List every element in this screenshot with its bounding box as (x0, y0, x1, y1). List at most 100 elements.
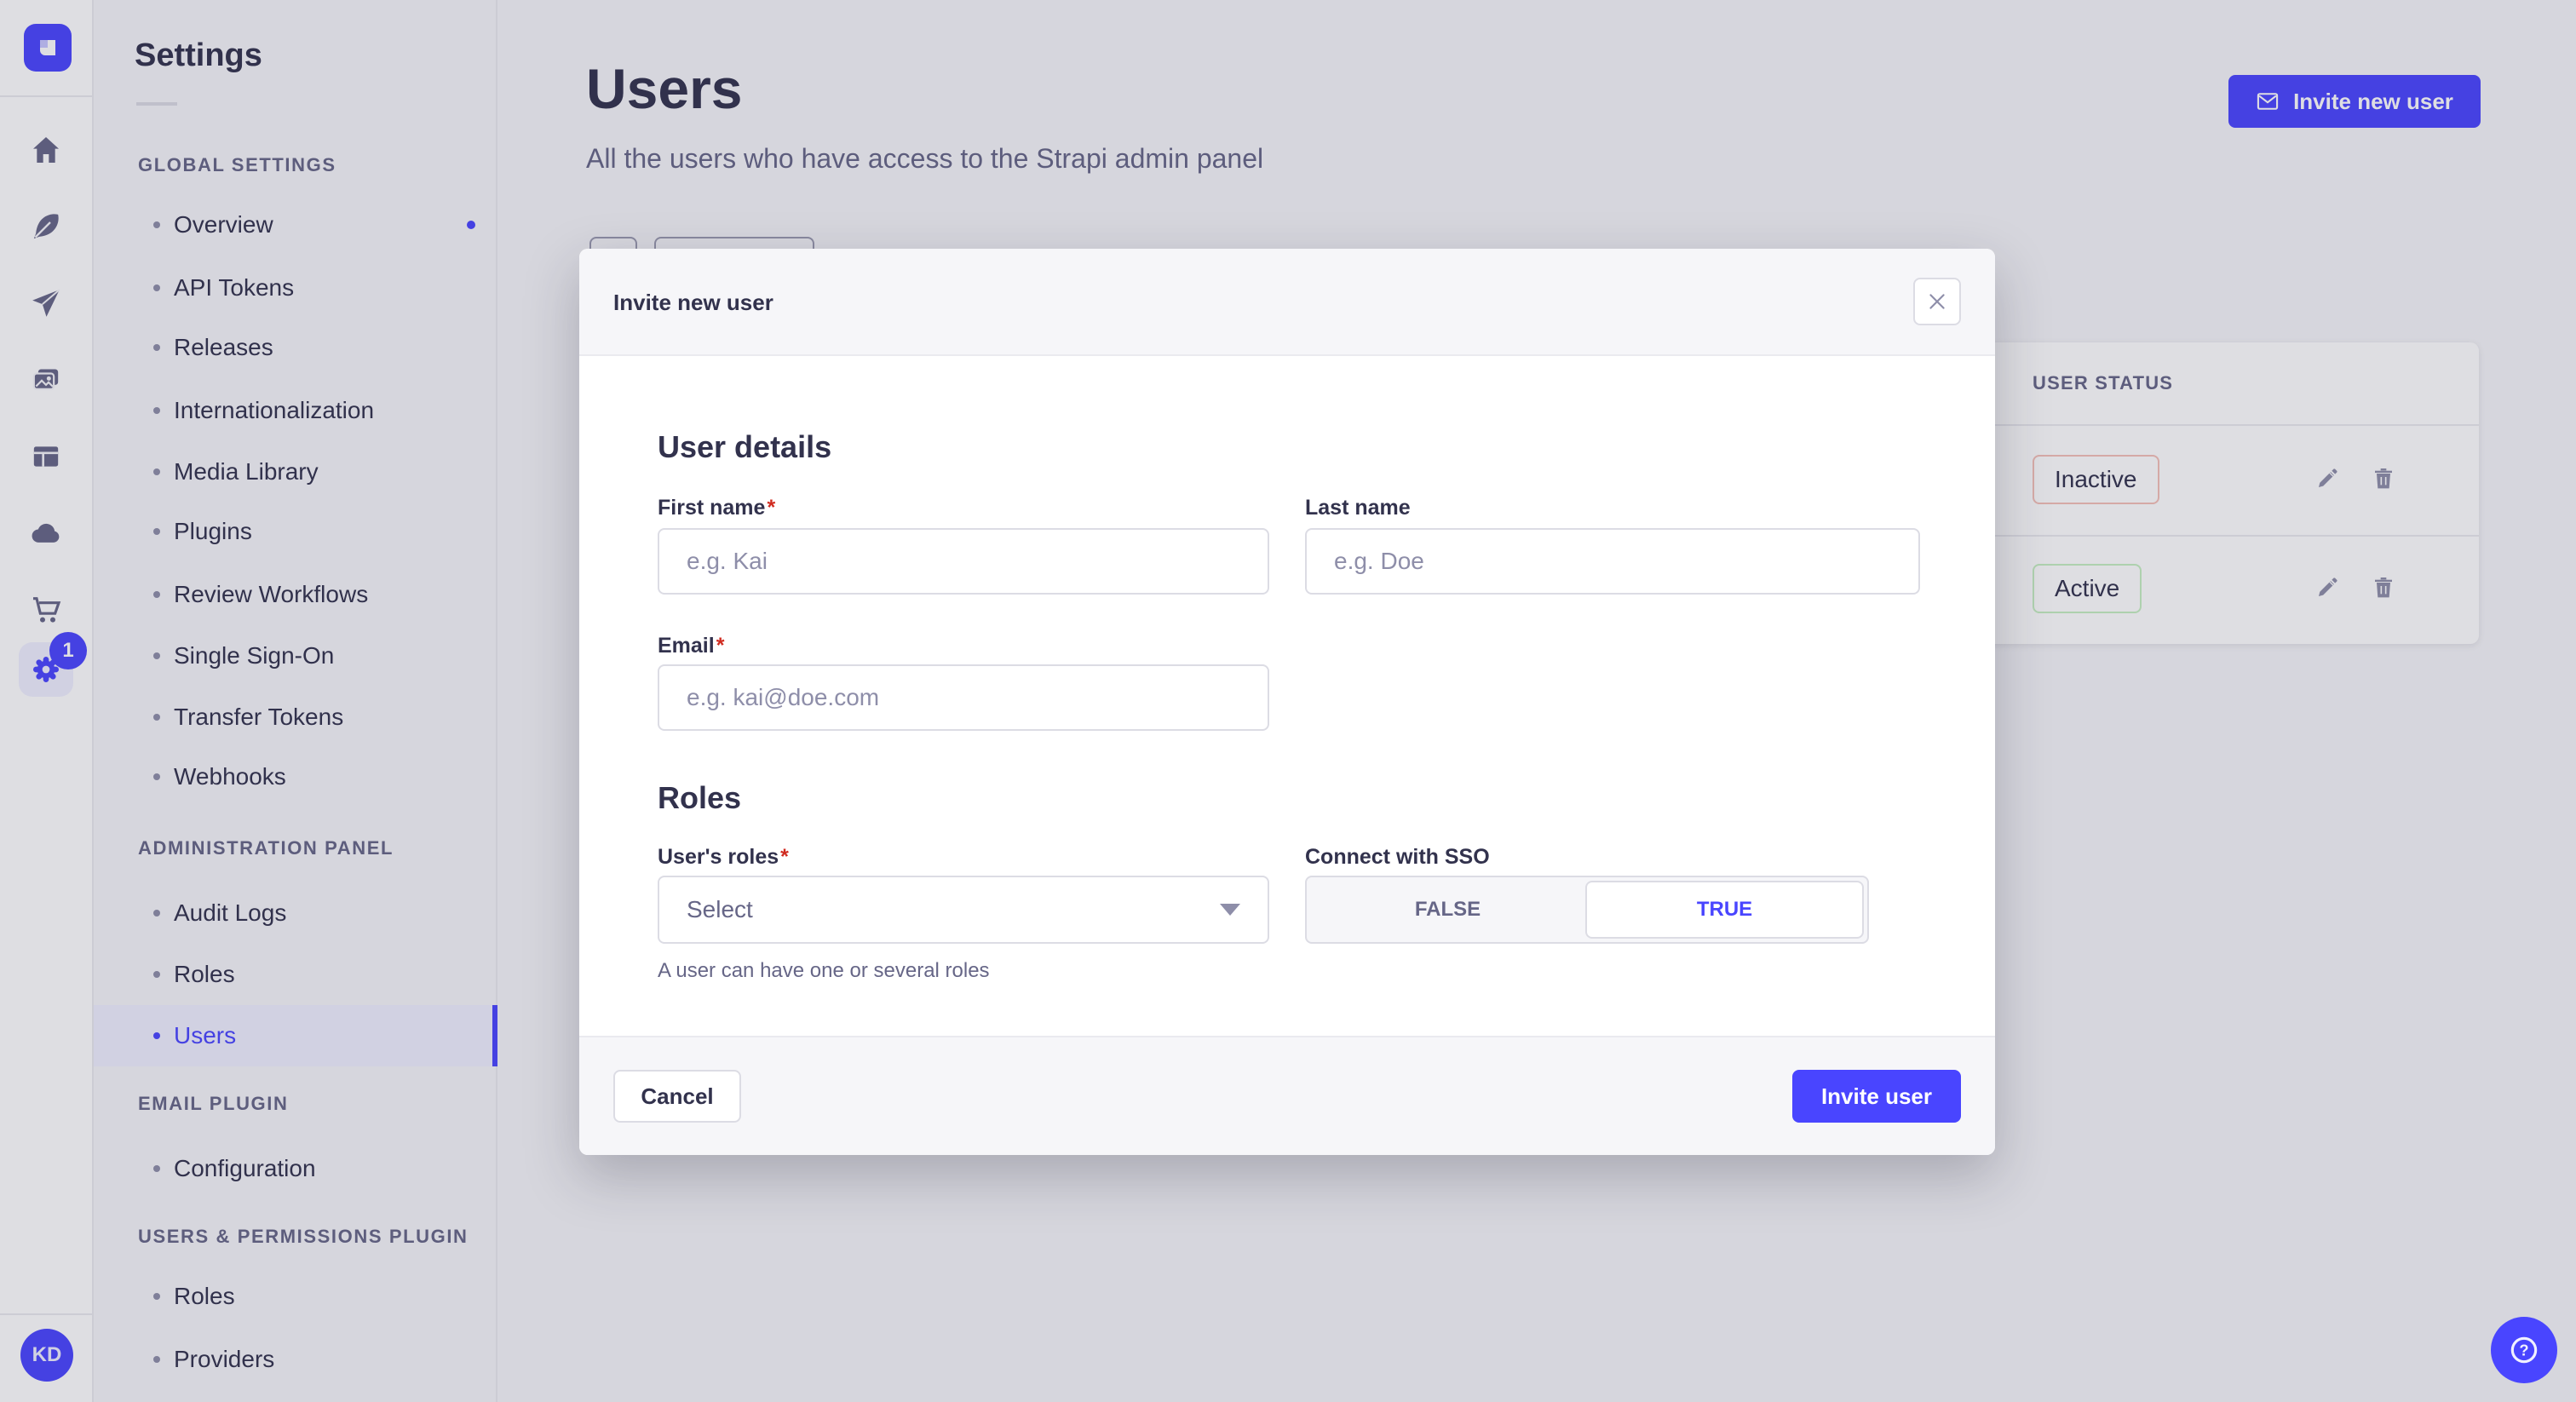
users-roles-select[interactable]: Select (658, 876, 1269, 944)
edit-pencil-icon[interactable] (2314, 574, 2341, 601)
modal-title: Invite new user (613, 289, 773, 315)
required-asterisk: * (780, 845, 789, 869)
bullet-icon (153, 591, 160, 598)
row-divider (1874, 424, 2479, 426)
section-administration-panel: ADMINISTRATION PANEL (138, 837, 394, 859)
sidebar-item-up-roles[interactable]: Roles (94, 1266, 497, 1327)
invite-user-submit-button[interactable]: Invite user (1791, 1070, 1961, 1123)
required-asterisk: * (767, 496, 776, 520)
active-item-bar (492, 1005, 497, 1066)
sidebar-item-internationalization[interactable]: Internationalization (94, 380, 497, 441)
modal-header: Invite new user (579, 249, 1995, 356)
rail-divider (0, 95, 94, 97)
title-divider (136, 102, 177, 106)
close-button[interactable] (1913, 278, 1961, 325)
user-status-column-header: USER STATUS (2033, 372, 2174, 394)
required-asterisk: * (716, 634, 725, 658)
gear-settings-icon[interactable] (29, 652, 63, 687)
section-global-settings: GLOBAL SETTINGS (138, 154, 336, 175)
rail-footer-divider (0, 1313, 94, 1315)
status-badge: Active (2033, 564, 2142, 613)
first-name-field[interactable] (658, 528, 1269, 595)
bullet-icon (153, 468, 160, 475)
email-field[interactable] (658, 664, 1269, 731)
bullet-icon (153, 284, 160, 291)
roles-hint: A user can have one or several roles (658, 959, 990, 982)
bullet-icon (153, 971, 160, 978)
roles-heading: Roles (658, 780, 742, 815)
bullet-icon (153, 1032, 160, 1039)
cart-marketplace-icon[interactable] (29, 593, 63, 627)
section-email-plugin: EMAIL PLUGIN (138, 1093, 289, 1114)
sidebar-item-configuration[interactable]: Configuration (94, 1138, 497, 1199)
sso-option-true[interactable]: TRUE (1585, 881, 1864, 939)
status-badge: Inactive (2033, 455, 2159, 504)
sidebar-item-providers[interactable]: Providers (94, 1329, 497, 1390)
delete-trash-icon[interactable] (2370, 465, 2397, 492)
sidebar-title: Settings (135, 37, 262, 73)
sidebar-item-api-tokens[interactable]: API Tokens (94, 257, 497, 319)
settings-sidebar: Settings GLOBAL SETTINGS Overview API To… (94, 0, 497, 1402)
question-mark-icon: ? (2510, 1336, 2538, 1364)
home-icon[interactable] (29, 133, 63, 167)
envelope-icon (2257, 93, 2279, 110)
strapi-logo[interactable] (24, 24, 72, 72)
edit-pencil-icon[interactable] (2314, 465, 2341, 492)
settings-notification-badge: 1 (49, 632, 87, 669)
tab-stub-2[interactable] (654, 237, 814, 254)
page-title: Users (586, 57, 743, 120)
modal-footer: Cancel Invite user (579, 1036, 1995, 1155)
row-divider (1874, 535, 2479, 537)
user-avatar[interactable]: KD (20, 1329, 73, 1382)
sidebar-item-transfer-tokens[interactable]: Transfer Tokens (94, 687, 497, 748)
bullet-icon (153, 1356, 160, 1363)
bullet-icon (153, 1165, 160, 1172)
user-details-heading: User details (658, 429, 832, 464)
bullet-icon (153, 528, 160, 535)
sso-option-false[interactable]: FALSE (1414, 898, 1481, 921)
page-subtitle: All the users who have access to the Str… (586, 143, 1264, 174)
invite-user-modal: Invite new user User details First name *… (579, 249, 1995, 1155)
section-users-permissions-plugin: USERS & PERMISSIONS PLUGIN (138, 1226, 469, 1247)
icon-rail: 1 KD (0, 0, 94, 1402)
sso-toggle: FALSE TRUE (1305, 876, 1869, 944)
feather-content-icon[interactable] (29, 210, 63, 244)
bullet-icon (153, 221, 160, 228)
close-icon (1929, 294, 1945, 309)
delete-trash-icon[interactable] (2370, 574, 2397, 601)
cancel-button[interactable]: Cancel (613, 1070, 741, 1123)
bullet-icon (153, 652, 160, 659)
bullet-icon (153, 344, 160, 351)
sidebar-item-audit-logs[interactable]: Audit Logs (94, 882, 497, 944)
sidebar-item-webhooks[interactable]: Webhooks (94, 746, 497, 807)
sso-label: Connect with SSO (1305, 845, 1490, 869)
media-library-icon[interactable] (29, 363, 63, 397)
sidebar-item-users[interactable]: Users (94, 1005, 497, 1066)
users-roles-label: User's roles * (658, 845, 789, 869)
invite-new-user-button[interactable]: Invite new user (2228, 75, 2481, 128)
chevron-down-icon (1220, 904, 1240, 916)
sidebar-item-overview[interactable]: Overview (94, 194, 497, 256)
bullet-icon (153, 714, 160, 721)
svg-text:?: ? (2519, 1342, 2528, 1359)
last-name-field[interactable] (1305, 528, 1920, 595)
sidebar-item-plugins[interactable]: Plugins (94, 501, 497, 562)
bullet-icon (153, 910, 160, 916)
last-name-label: Last name (1305, 496, 1411, 520)
notification-dot-icon (467, 221, 475, 229)
first-name-label: First name * (658, 496, 776, 520)
tab-stub-1[interactable] (589, 237, 637, 254)
sidebar-item-review-workflows[interactable]: Review Workflows (94, 564, 497, 625)
bullet-icon (153, 407, 160, 414)
sidebar-item-single-sign-on[interactable]: Single Sign-On (94, 625, 497, 687)
sidebar-item-releases[interactable]: Releases (94, 317, 497, 378)
email-label: Email * (658, 634, 725, 658)
bullet-icon (153, 1293, 160, 1300)
sidebar-item-admin-roles[interactable]: Roles (94, 944, 497, 1005)
sidebar-item-media-library[interactable]: Media Library (94, 441, 497, 503)
strapi-logo-glyph (40, 40, 55, 55)
help-button[interactable]: ? (2491, 1317, 2557, 1383)
layout-builder-icon[interactable] (29, 440, 63, 474)
paper-plane-icon[interactable] (29, 286, 63, 320)
cloud-icon[interactable] (29, 516, 63, 550)
